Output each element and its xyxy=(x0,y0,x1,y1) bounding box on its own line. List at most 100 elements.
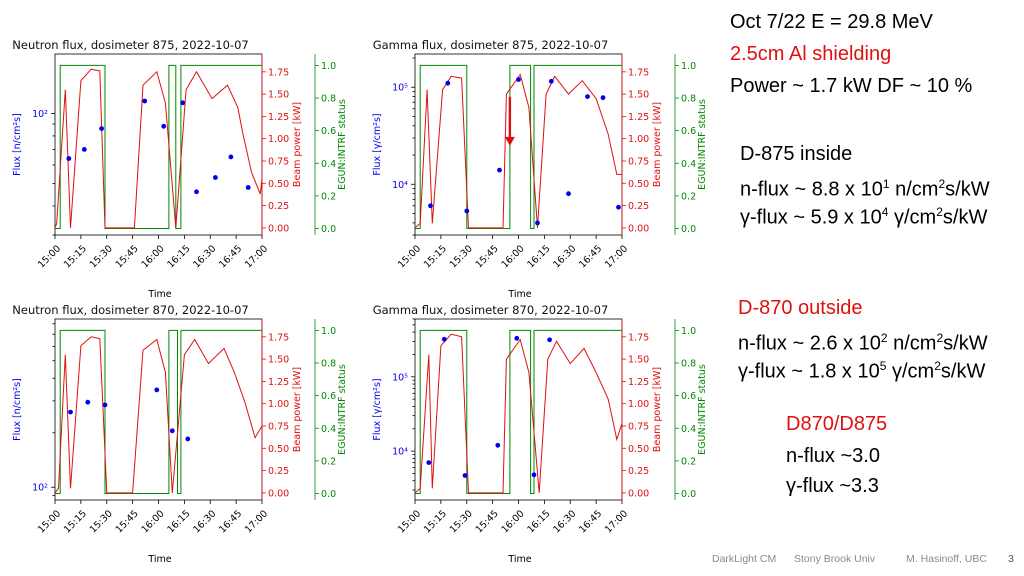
y-right2-axis-label: EGUN:INTRF status xyxy=(697,99,708,190)
y-left-tick-label: 10² xyxy=(32,483,48,494)
y-right2-tick-label: 0.8 xyxy=(681,359,696,370)
y-left-axis-label: Flux [n/cm²s] xyxy=(12,113,23,176)
y-right1-axis-label: Beam power [kW] xyxy=(292,367,303,452)
y-right1-tick-label: 1.00 xyxy=(268,134,289,145)
y-right2-tick-label: 0.2 xyxy=(681,191,696,202)
d870-neutron-flux: n-flux ~ 2.6 x 102 n/cm2s/kW xyxy=(738,331,988,355)
shielding-note: 2.5cm Al shielding xyxy=(730,43,892,65)
y-right2-axis-label: EGUN:INTRF status xyxy=(337,364,348,455)
x-tick-label: 17:00 xyxy=(243,508,270,535)
x-tick-label: 15:45 xyxy=(474,508,501,535)
y-right1-tick-label: 1.50 xyxy=(628,90,649,101)
flux-point-9 xyxy=(600,95,606,101)
flux-point-8 xyxy=(228,154,234,160)
y-left-tick-label: 10² xyxy=(32,109,48,120)
flux-point-7 xyxy=(213,175,218,180)
y-right1-axis-label: Beam power [kW] xyxy=(652,367,663,452)
y-right1-tick-label: 0.75 xyxy=(268,156,289,167)
y-right1-tick-label: 1.75 xyxy=(268,332,289,343)
flux-point-3 xyxy=(497,167,502,173)
y-right2-tick-label: 0.6 xyxy=(681,391,696,402)
y-right2-tick-label: 0.0 xyxy=(321,224,336,235)
x-tick-label: 16:00 xyxy=(139,508,166,535)
y-right2-tick-label: 0.8 xyxy=(321,94,336,105)
series-beam-power xyxy=(414,333,623,494)
y-right2-tick-label: 0.6 xyxy=(321,126,336,137)
x-tick-label: 16:45 xyxy=(577,243,604,270)
y-left-tick-label: 10⁴ xyxy=(392,180,408,191)
series-beam-power xyxy=(54,336,263,494)
y-right1-tick-label: 1.25 xyxy=(268,377,289,388)
plot-frame xyxy=(414,318,623,501)
d875-neutron-flux: n-flux ~ 8.8 x 101 n/cm2s/kW xyxy=(740,177,990,201)
flux-point-2 xyxy=(464,208,470,214)
x-tick-label: 15:45 xyxy=(114,508,141,535)
footer-institution: Stony Brook Univ xyxy=(794,553,876,565)
flux-point-0 xyxy=(66,156,72,161)
y-right1-tick-label: 0.75 xyxy=(268,421,289,432)
x-tick-label: 16:45 xyxy=(217,508,244,535)
flux-point-6 xyxy=(194,189,199,195)
flux-point-2 xyxy=(462,473,468,478)
flux-point-6 xyxy=(547,337,552,343)
y-right1-tick-label: 1.00 xyxy=(628,134,649,145)
d870-title: D-870 outside xyxy=(738,297,863,319)
arrow-head xyxy=(504,136,515,146)
x-axis-label: Time xyxy=(507,554,531,565)
flux-point-4 xyxy=(169,428,175,434)
x-tick-label: 15:00 xyxy=(36,508,63,535)
x-tick-label: 16:30 xyxy=(551,243,578,270)
flux-point-3 xyxy=(154,387,160,393)
x-tick-label: 15:30 xyxy=(88,243,115,270)
y-right2-tick-label: 0.4 xyxy=(681,159,696,170)
x-tick-label: 15:30 xyxy=(88,508,115,535)
y-right2-tick-label: 1.0 xyxy=(321,326,336,337)
chart-title: Gamma flux, dosimeter 875, 2022-10-07 xyxy=(373,38,609,52)
x-tick-label: 15:00 xyxy=(36,243,63,270)
y-right1-tick-label: 0.00 xyxy=(268,488,289,499)
y-right1-tick-label: 0.50 xyxy=(628,179,649,190)
x-tick-label: 16:30 xyxy=(191,508,218,535)
x-tick-label: 15:15 xyxy=(62,508,89,535)
chart-title: Neutron flux, dosimeter 875, 2022-10-07 xyxy=(12,38,248,52)
y-right2-tick-label: 1.0 xyxy=(681,326,696,337)
flux-point-8 xyxy=(585,94,590,99)
y-left-axis-label: Flux [γ/cm²s] xyxy=(372,378,383,440)
chart-neutron-870: Neutron flux, dosimeter 870, 2022-10-07 1… xyxy=(0,295,360,570)
flux-point-5 xyxy=(535,220,540,226)
flux-point-1 xyxy=(81,147,87,152)
x-tick-label: 16:45 xyxy=(577,508,604,535)
y-right2-tick-label: 0.4 xyxy=(681,424,696,435)
d875-gamma-flux: γ-flux ~ 5.9 x 104 γ/cm2s/kW xyxy=(740,205,988,229)
footer-project: DarkLight CM xyxy=(712,553,777,565)
x-tick-label: 15:00 xyxy=(396,243,423,270)
flux-point-5 xyxy=(180,100,186,106)
x-tick-label: 16:00 xyxy=(499,243,526,270)
x-tick-label: 15:45 xyxy=(474,243,501,270)
ratio-neutron: n-flux ~3.0 xyxy=(786,445,880,467)
y-right2-tick-label: 0.6 xyxy=(321,391,336,402)
x-tick-label: 15:15 xyxy=(62,243,89,270)
y-right2-tick-label: 0.0 xyxy=(321,489,336,500)
y-right1-tick-label: 0.00 xyxy=(268,223,289,234)
flux-point-3 xyxy=(142,98,148,104)
y-right1-tick-label: 1.50 xyxy=(268,90,289,101)
x-tick-label: 16:30 xyxy=(551,508,578,535)
x-tick-label: 17:00 xyxy=(603,243,630,270)
y-right1-tick-label: 0.25 xyxy=(628,201,649,212)
y-left-tick-label: 10⁵ xyxy=(392,83,408,94)
flux-point-10 xyxy=(616,204,621,210)
chart-gamma-870: Gamma flux, dosimeter 870, 2022-10-07 10⁴… xyxy=(360,295,720,570)
series-egun-status xyxy=(415,64,622,229)
footer-page-number: 3 xyxy=(1008,553,1014,565)
x-tick-label: 16:15 xyxy=(525,508,552,535)
y-right1-tick-label: 1.25 xyxy=(268,112,289,123)
flux-point-0 xyxy=(426,460,432,465)
flux-point-4 xyxy=(161,123,167,129)
y-right1-tick-label: 0.75 xyxy=(628,156,649,167)
flux-point-4 xyxy=(516,77,521,82)
y-right2-tick-label: 0.8 xyxy=(321,359,336,370)
x-tick-label: 16:00 xyxy=(139,243,166,270)
x-tick-label: 16:15 xyxy=(525,243,552,270)
x-tick-label: 15:30 xyxy=(448,508,475,535)
